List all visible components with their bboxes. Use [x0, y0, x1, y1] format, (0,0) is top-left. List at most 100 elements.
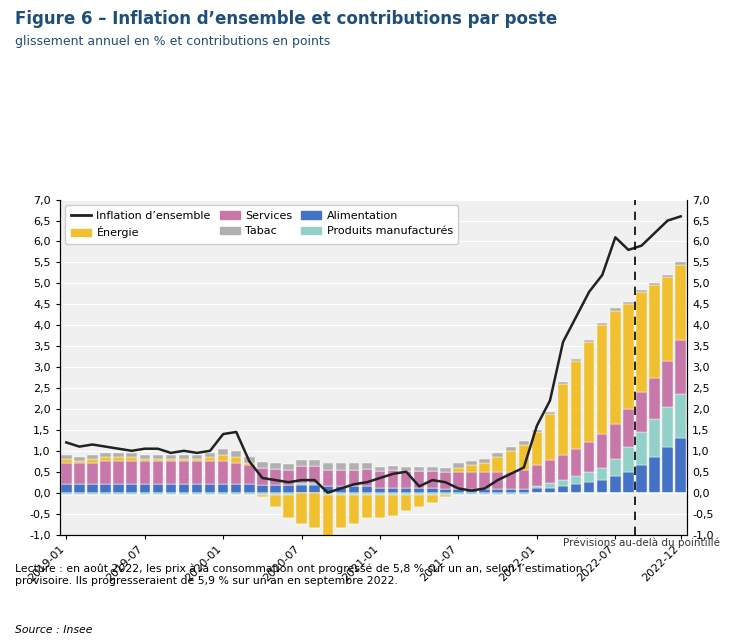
Bar — [584, 342, 595, 442]
Bar — [532, 432, 542, 466]
Bar — [401, 495, 412, 511]
Bar — [309, 483, 320, 485]
Bar — [87, 455, 98, 459]
Bar — [401, 493, 412, 495]
Bar — [179, 459, 189, 461]
Bar — [309, 485, 320, 493]
Bar — [362, 486, 372, 493]
Bar — [649, 285, 660, 377]
Text: Figure 6 – Inflation d’ensemble et contributions par poste: Figure 6 – Inflation d’ensemble et contr… — [15, 10, 557, 28]
Bar — [192, 461, 202, 484]
Bar — [532, 430, 542, 432]
Bar — [270, 485, 281, 493]
Bar — [74, 461, 84, 464]
Bar — [244, 466, 255, 484]
Bar — [414, 495, 424, 507]
Bar — [100, 453, 111, 457]
Bar — [558, 384, 568, 455]
Bar — [571, 449, 581, 476]
Text: Source : Insee: Source : Insee — [15, 625, 93, 635]
Bar — [480, 459, 490, 464]
Bar — [61, 484, 72, 493]
Bar — [518, 493, 529, 495]
Bar — [623, 447, 633, 471]
Bar — [257, 462, 267, 468]
Bar — [231, 457, 241, 464]
Bar — [492, 471, 503, 489]
Bar — [74, 493, 84, 495]
Bar — [675, 340, 686, 394]
Bar — [270, 495, 281, 507]
Bar — [649, 283, 660, 285]
Bar — [140, 461, 150, 484]
Bar — [375, 495, 385, 518]
Bar — [283, 471, 294, 485]
Bar — [74, 464, 84, 484]
Bar — [205, 453, 215, 457]
Bar — [466, 466, 477, 471]
Bar — [636, 292, 647, 392]
Bar — [297, 460, 307, 466]
Bar — [480, 493, 490, 495]
Bar — [506, 447, 516, 451]
Bar — [610, 459, 621, 476]
Bar — [597, 323, 607, 325]
Bar — [179, 461, 189, 484]
Bar — [401, 467, 412, 471]
Bar — [87, 484, 98, 493]
Bar — [166, 493, 176, 495]
Bar — [244, 493, 255, 495]
Bar — [532, 486, 542, 489]
Bar — [114, 453, 124, 457]
Bar — [623, 302, 633, 305]
Bar — [100, 461, 111, 484]
Bar — [61, 459, 72, 464]
Bar — [571, 359, 581, 361]
Bar — [440, 489, 450, 493]
Bar — [518, 471, 529, 489]
Bar — [440, 468, 450, 471]
Bar — [114, 461, 124, 484]
Bar — [427, 471, 438, 489]
Bar — [610, 308, 621, 310]
Bar — [663, 407, 673, 447]
Bar — [283, 495, 294, 518]
Bar — [610, 424, 621, 459]
Bar — [362, 469, 372, 486]
Bar — [126, 457, 137, 461]
Bar — [571, 476, 581, 484]
Bar — [636, 392, 647, 432]
Bar — [597, 468, 607, 480]
Bar — [61, 464, 72, 484]
Bar — [558, 486, 568, 493]
Bar — [427, 467, 438, 471]
Bar — [335, 464, 346, 469]
Bar — [152, 459, 163, 461]
Bar — [649, 457, 660, 493]
Bar — [244, 457, 255, 464]
Bar — [231, 493, 241, 495]
Bar — [518, 489, 529, 493]
Bar — [414, 493, 424, 495]
Bar — [297, 483, 307, 485]
Bar — [323, 464, 333, 469]
Bar — [349, 469, 359, 486]
Bar — [388, 470, 398, 488]
Bar — [192, 493, 202, 495]
Bar — [270, 493, 281, 495]
Bar — [663, 277, 673, 361]
Bar — [584, 471, 595, 482]
Bar — [545, 488, 555, 493]
Bar — [427, 489, 438, 493]
Bar — [623, 305, 633, 409]
Bar — [257, 493, 267, 495]
Bar — [335, 495, 346, 528]
Bar — [480, 489, 490, 493]
Bar — [610, 476, 621, 493]
Bar — [663, 275, 673, 277]
Bar — [126, 453, 137, 457]
Bar — [558, 382, 568, 384]
Bar — [152, 484, 163, 493]
Bar — [166, 461, 176, 484]
Bar — [192, 455, 202, 459]
